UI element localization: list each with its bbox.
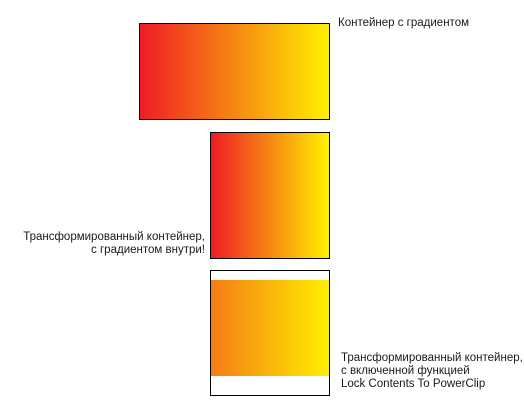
original-container-label: Контейнер с градиентом [338, 17, 469, 30]
label-line: с градиентом внутри! [91, 244, 205, 256]
label-line: Контейнер с градиентом [338, 17, 469, 29]
label-line: Трансформированный контейнер, [341, 352, 523, 364]
locked-container-label: Трансформированный контейнер, с включенн… [341, 352, 523, 391]
label-line: с включенной функцией [341, 365, 470, 377]
label-line: Трансформированный контейнер, [23, 231, 205, 243]
locked-gradient-contents [211, 280, 329, 376]
label-line: Lock Contents To PowerClip [341, 378, 486, 390]
transformed-container-lock-contents [210, 270, 330, 396]
transformed-container-gradient-inside [210, 132, 330, 259]
transformed-container-label: Трансформированный контейнер, с градиент… [23, 231, 205, 257]
original-gradient-container [139, 23, 330, 120]
